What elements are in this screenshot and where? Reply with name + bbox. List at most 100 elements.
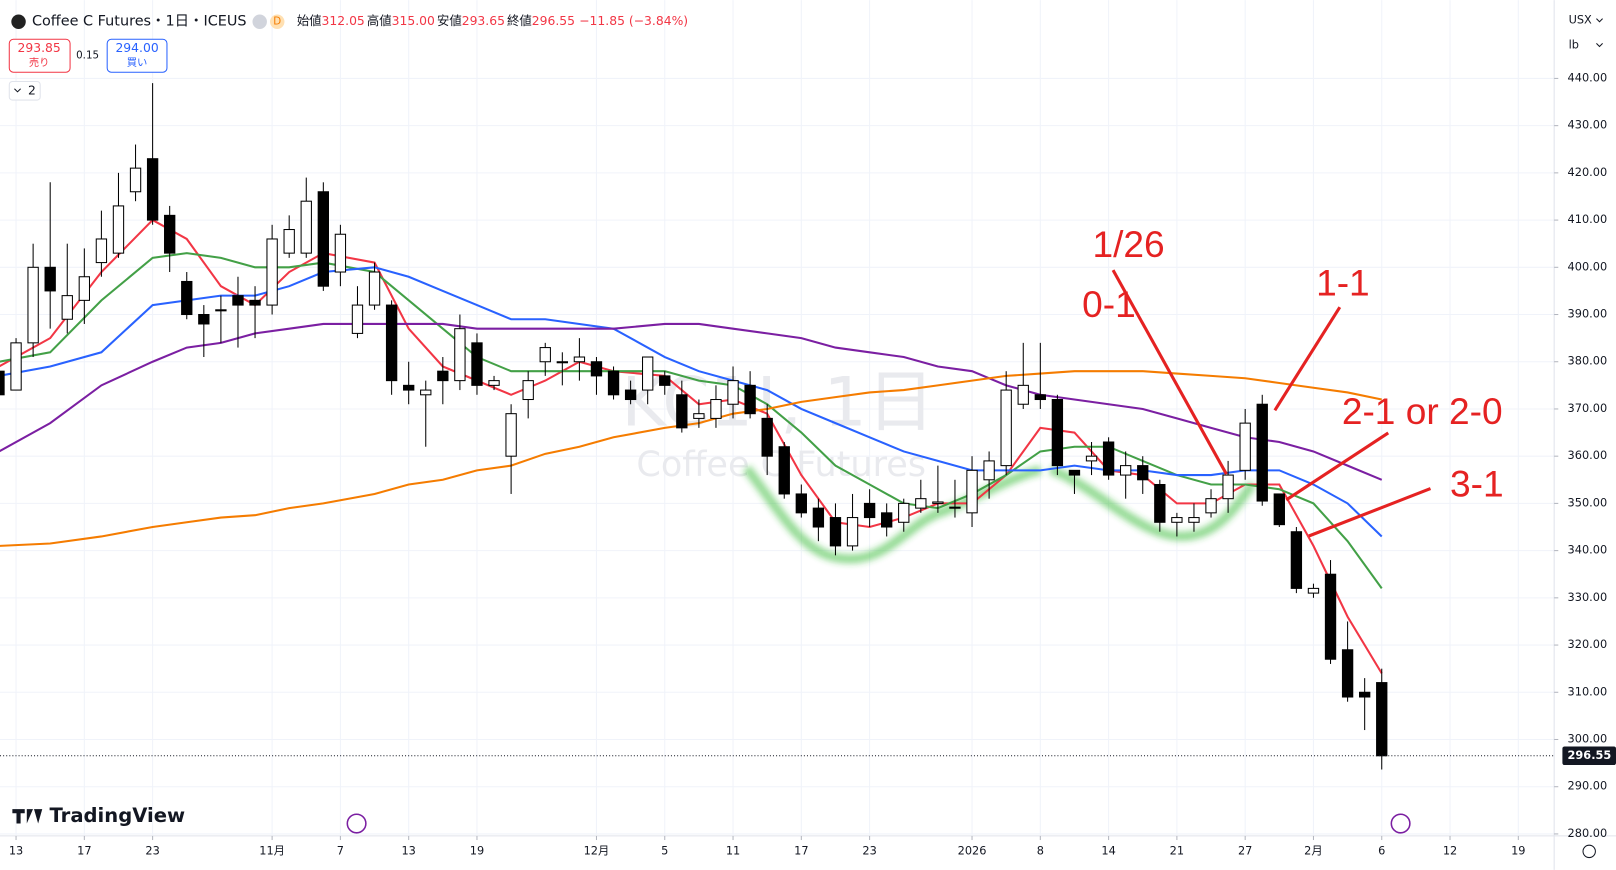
candle-body [624, 389, 637, 401]
settings-icon[interactable] [1582, 844, 1596, 859]
x-tick-label: 5 [661, 843, 668, 857]
event-icon[interactable] [346, 813, 367, 834]
candle-body [915, 498, 927, 509]
candle-body [522, 380, 534, 401]
annotation-line [1111, 269, 1228, 475]
candle-body [232, 295, 244, 306]
ohlc-value: 296.55 [532, 14, 575, 28]
candle-body [1273, 493, 1285, 526]
badge: D [273, 16, 281, 28]
candle-body [317, 191, 329, 287]
buy-button[interactable] [106, 38, 168, 73]
candle-body [403, 384, 415, 391]
candle-body [351, 304, 364, 334]
candle-body [78, 276, 91, 301]
y-tick-label: 310.00 [1568, 684, 1608, 698]
candle-body [300, 200, 312, 254]
candle-body [590, 361, 603, 377]
candle-body [61, 295, 73, 320]
candle-body [1017, 384, 1029, 405]
candle-body [266, 238, 278, 306]
candle-body [283, 229, 295, 254]
annotation: 0-1 [1082, 283, 1136, 325]
y-tick-label: 300.00 [1568, 731, 1608, 745]
annotation: 2-1 or 2-0 [1342, 390, 1503, 432]
candle-body [334, 233, 347, 273]
last-price-tag [1562, 746, 1616, 766]
candle-body [471, 342, 483, 386]
x-tick-label: 17 [77, 843, 91, 857]
event-icon[interactable] [1390, 813, 1411, 834]
candle-body [607, 370, 620, 396]
candle-body [949, 506, 961, 509]
y-tick-label: 360.00 [1568, 448, 1608, 462]
x-tick-label: 8 [1037, 843, 1044, 857]
candle-body [573, 356, 586, 363]
candle-body [10, 342, 22, 391]
y-tick-label: 370.00 [1568, 401, 1608, 415]
candle-body [812, 507, 825, 528]
ohlc: 始値 312.05 高値 315.00 安値 293.65 終値 296.55 −11.85 (… [297, 13, 688, 28]
candle-body [129, 167, 142, 193]
y-tick-label: 430.00 [1568, 118, 1608, 132]
annotation: 1-1 [1316, 261, 1370, 303]
candle-body [215, 309, 227, 312]
x-tick-label: 11 [726, 843, 740, 857]
candle-body [710, 399, 722, 419]
candle-body [983, 460, 995, 481]
candle-body [1359, 691, 1371, 698]
dropdown-arrows [1596, 18, 1603, 48]
brand: TradingView [49, 804, 185, 827]
brand-logo [12, 809, 43, 824]
x-tick-label: 11月 [259, 843, 285, 857]
candle-body [539, 347, 551, 363]
annotation-line [1308, 487, 1432, 538]
y-tick-label: 290.00 [1568, 779, 1608, 793]
y-tick-label: 330.00 [1568, 590, 1608, 604]
annotation-line [1273, 306, 1342, 412]
candle-body [1120, 465, 1132, 476]
x-tick-label: 2026 [958, 843, 987, 857]
indicator-toggle[interactable] [8, 80, 41, 101]
ohlc-label: 安値 [437, 13, 462, 28]
buy-label: 買い [127, 57, 148, 69]
x-tick-label: 19 [1511, 843, 1525, 857]
y-tick-label: 380.00 [1568, 354, 1608, 368]
sell-button[interactable] [8, 38, 71, 73]
candle-body [385, 304, 398, 382]
candle-body [44, 266, 56, 292]
x-tick-label: 13 [9, 843, 23, 857]
candle-body [659, 375, 671, 386]
y-tick-label: 440.00 [1568, 70, 1608, 84]
spread: 0.15 [76, 50, 99, 62]
candle-body [1324, 573, 1337, 660]
x-tick-label: 2月 [1304, 843, 1323, 857]
candle-body [693, 413, 705, 419]
candle-body [556, 361, 568, 364]
candle-body [420, 389, 432, 396]
candle-body [1205, 498, 1217, 514]
candle-body [898, 502, 910, 523]
x-tick-label: 12月 [584, 843, 610, 857]
candle-body [744, 384, 756, 415]
candle-body [1051, 399, 1064, 467]
y-tick-label: 420.00 [1568, 165, 1608, 179]
candle-body [1376, 682, 1388, 757]
candle-body [0, 370, 5, 396]
candle-body [966, 469, 978, 514]
candle-body [932, 501, 944, 504]
candle-body [1000, 389, 1012, 467]
x-tick-label: 21 [1170, 843, 1184, 857]
candle-body [863, 502, 876, 519]
sell-label: 売り [29, 56, 50, 69]
x-tick-label: 7 [337, 843, 344, 857]
ohlc-value: 315.00 [392, 14, 435, 28]
y-tick-label: 280.00 [1568, 826, 1608, 840]
change: −11.85 (−3.84%) [579, 14, 688, 28]
candle-body [164, 214, 176, 254]
candle-body [505, 413, 517, 457]
axes: 280.00 290.00 300.00 310.00 320.00 330.00 340.… [0, 70, 1616, 857]
candle-body [1341, 649, 1354, 698]
x-tick-label: 27 [1238, 843, 1252, 857]
ohlc-value: 312.05 [322, 14, 365, 28]
